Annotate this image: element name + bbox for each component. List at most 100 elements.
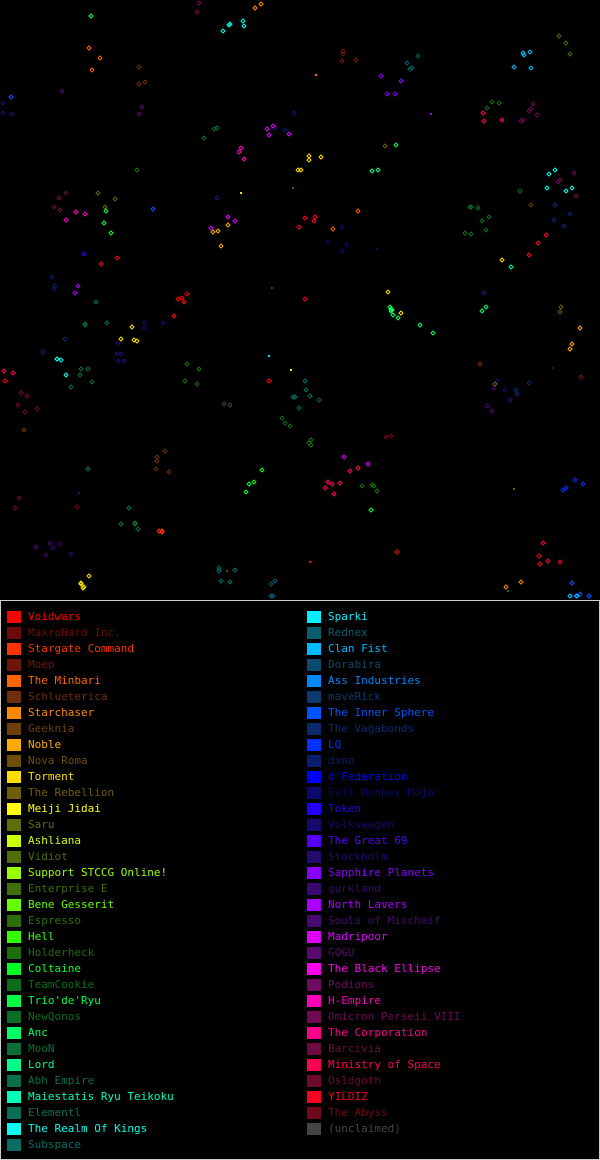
star-system[interactable] [569, 341, 575, 347]
star-system[interactable] [569, 185, 575, 191]
star-system[interactable] [573, 593, 579, 599]
star-system[interactable] [563, 188, 569, 194]
star-system[interactable] [131, 337, 137, 343]
star-system[interactable] [80, 585, 86, 591]
star-system[interactable] [368, 507, 374, 513]
star-system[interactable] [331, 491, 337, 497]
star-system[interactable] [33, 544, 39, 550]
star-system[interactable] [171, 313, 177, 319]
star-system[interactable] [378, 73, 384, 79]
star-system[interactable] [569, 580, 575, 586]
star-system[interactable] [62, 336, 68, 342]
star-system[interactable] [104, 320, 110, 326]
star-system[interactable] [51, 286, 57, 292]
star-system[interactable] [175, 296, 181, 302]
star-system[interactable] [339, 58, 345, 64]
star-system[interactable] [496, 100, 502, 106]
star-system[interactable] [392, 91, 398, 97]
star-system[interactable] [558, 304, 564, 310]
star-system[interactable] [375, 167, 381, 173]
star-system[interactable] [112, 196, 118, 202]
star-system[interactable] [251, 479, 257, 485]
star-system[interactable] [154, 458, 160, 464]
star-system[interactable] [243, 489, 249, 495]
star-system[interactable] [395, 315, 401, 321]
star-system[interactable] [577, 591, 583, 597]
star-system[interactable] [150, 206, 156, 212]
star-system[interactable] [218, 243, 224, 249]
star-system[interactable] [344, 242, 350, 248]
star-system[interactable] [50, 545, 56, 551]
star-system[interactable] [477, 361, 483, 367]
star-system[interactable] [388, 433, 394, 439]
star-system[interactable] [194, 9, 200, 15]
star-system[interactable] [227, 402, 233, 408]
star-system[interactable] [387, 304, 393, 310]
star-system[interactable] [481, 118, 487, 124]
star-system[interactable] [118, 336, 124, 342]
star-system[interactable] [15, 402, 21, 408]
star-system[interactable] [480, 110, 486, 116]
star-system[interactable] [337, 480, 343, 486]
star-system[interactable] [586, 593, 592, 599]
star-system[interactable] [486, 214, 492, 220]
star-system[interactable] [574, 593, 580, 599]
star-system[interactable] [517, 188, 523, 194]
star-system[interactable] [489, 99, 495, 105]
star-system[interactable] [154, 454, 160, 460]
star-system[interactable] [114, 255, 120, 261]
star-system[interactable] [216, 565, 222, 571]
star-system[interactable] [520, 50, 526, 56]
star-system[interactable] [89, 67, 95, 73]
star-system[interactable] [134, 167, 140, 173]
star-system[interactable] [308, 437, 314, 443]
star-system[interactable] [527, 49, 533, 55]
star-system[interactable] [141, 325, 147, 331]
star-system[interactable] [1, 368, 7, 374]
star-system[interactable] [492, 381, 498, 387]
star-system[interactable] [57, 207, 63, 213]
star-system[interactable] [514, 391, 520, 397]
star-system[interactable] [359, 483, 365, 489]
star-system[interactable] [296, 224, 302, 230]
star-system[interactable] [49, 274, 55, 280]
star-system[interactable] [311, 218, 317, 224]
star-system[interactable] [518, 118, 524, 124]
star-system[interactable] [18, 390, 24, 396]
star-system[interactable] [302, 296, 308, 302]
star-system[interactable] [194, 381, 200, 387]
star-system[interactable] [287, 423, 293, 429]
star-system[interactable] [292, 187, 294, 189]
star-system[interactable] [89, 379, 95, 385]
galaxy-map[interactable] [0, 0, 600, 600]
star-system[interactable] [153, 466, 159, 472]
star-system[interactable] [216, 568, 222, 574]
star-system[interactable] [484, 105, 490, 111]
star-system[interactable] [382, 143, 388, 149]
star-system[interactable] [303, 387, 309, 393]
star-system[interactable] [236, 149, 242, 155]
star-system[interactable] [555, 179, 561, 185]
star-system[interactable] [528, 202, 534, 208]
star-system[interactable] [74, 504, 80, 510]
star-system[interactable] [86, 573, 92, 579]
star-system[interactable] [491, 385, 497, 391]
star-system[interactable] [557, 309, 563, 315]
star-system[interactable] [241, 23, 247, 29]
star-system[interactable] [567, 211, 573, 217]
star-system[interactable] [142, 79, 148, 85]
star-system[interactable] [68, 384, 74, 390]
star-system[interactable] [160, 320, 166, 326]
star-system[interactable] [578, 374, 584, 380]
star-system[interactable] [479, 218, 485, 224]
star-system[interactable] [214, 125, 220, 131]
star-system[interactable] [86, 45, 92, 51]
star-system[interactable] [571, 170, 577, 176]
star-system[interactable] [166, 469, 172, 475]
star-system[interactable] [268, 355, 270, 357]
star-system[interactable] [483, 227, 489, 233]
star-system[interactable] [196, 366, 202, 372]
star-system[interactable] [2, 378, 8, 384]
star-system[interactable] [114, 351, 120, 357]
star-system[interactable] [232, 567, 238, 573]
